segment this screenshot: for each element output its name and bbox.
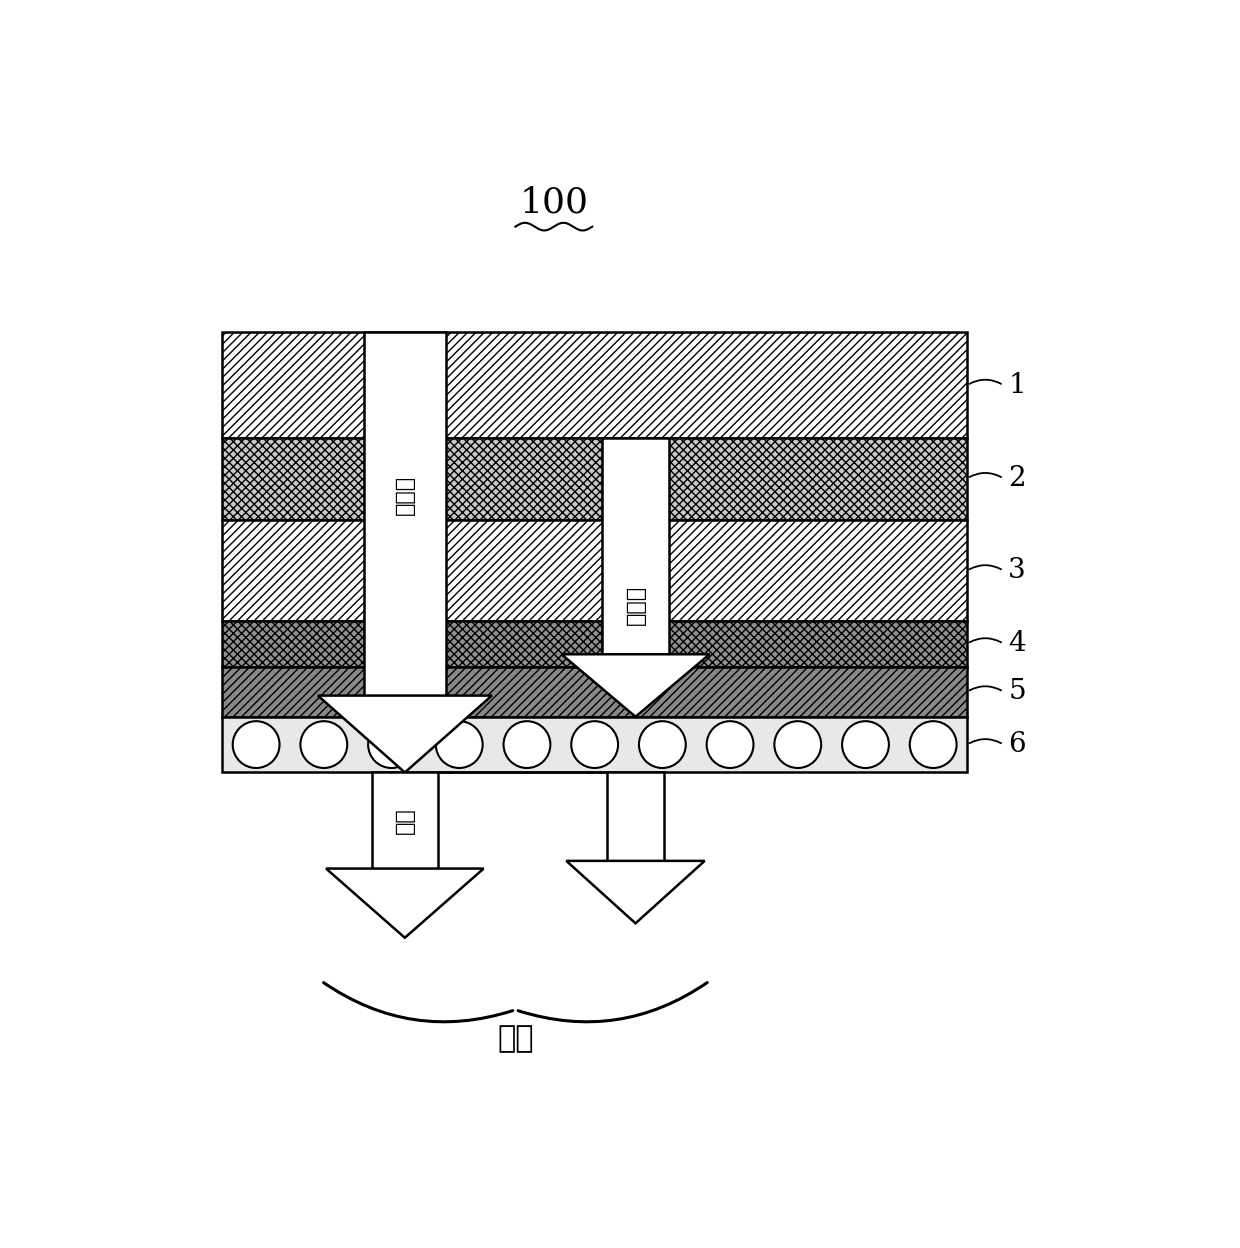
Text: 1: 1 xyxy=(1008,372,1027,398)
Text: 100: 100 xyxy=(520,186,588,220)
Circle shape xyxy=(233,721,279,768)
Polygon shape xyxy=(562,654,709,716)
Circle shape xyxy=(842,721,889,768)
Bar xyxy=(601,438,670,654)
Text: 白光: 白光 xyxy=(497,1025,533,1053)
Polygon shape xyxy=(317,695,492,773)
Polygon shape xyxy=(567,861,704,924)
Bar xyxy=(222,666,967,716)
Text: 光蓝: 光蓝 xyxy=(394,807,415,834)
Circle shape xyxy=(503,721,551,768)
Circle shape xyxy=(435,721,482,768)
Text: 光绿红: 光绿红 xyxy=(394,474,415,515)
Circle shape xyxy=(774,721,821,768)
Bar xyxy=(222,332,967,438)
Bar xyxy=(606,773,665,861)
Polygon shape xyxy=(326,869,484,937)
Text: 4: 4 xyxy=(1008,630,1025,658)
Bar xyxy=(222,620,967,666)
Bar xyxy=(222,716,967,773)
Circle shape xyxy=(572,721,618,768)
Text: 3: 3 xyxy=(1008,557,1025,584)
Bar xyxy=(222,519,967,620)
Text: 5: 5 xyxy=(1008,678,1025,705)
Text: 光绿红: 光绿红 xyxy=(625,585,646,625)
Text: 6: 6 xyxy=(1008,731,1025,758)
Text: 2: 2 xyxy=(1008,466,1025,492)
Bar xyxy=(372,773,438,869)
Circle shape xyxy=(910,721,956,768)
Circle shape xyxy=(707,721,754,768)
Bar xyxy=(222,438,967,519)
Bar xyxy=(365,332,445,695)
Circle shape xyxy=(368,721,415,768)
Circle shape xyxy=(639,721,686,768)
Circle shape xyxy=(300,721,347,768)
